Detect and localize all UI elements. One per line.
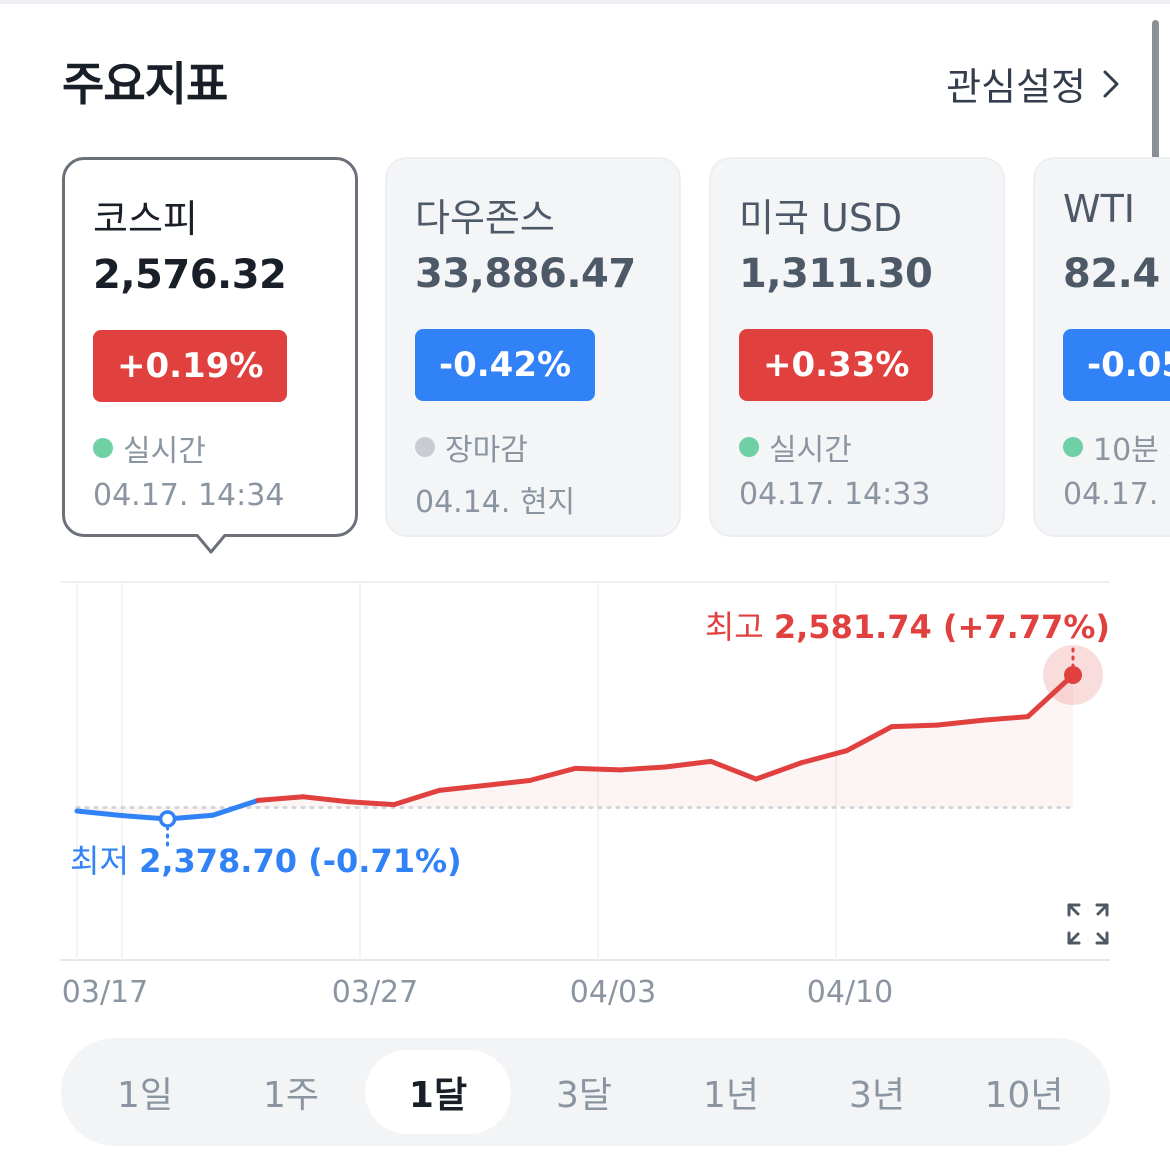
card-status-label: 장마감	[445, 433, 528, 468]
indicator-card-usd[interactable]: 미국 USD 1,311.30 +0.33% 실시간 04.17. 14:33	[709, 157, 1005, 537]
chevron-right-icon	[1103, 70, 1119, 97]
high-label: 최고 2,581.74 (+7.77%)	[705, 608, 1110, 646]
low-label-value: 2,378.70 (-0.71%)	[139, 842, 462, 880]
status-dot-icon	[415, 437, 435, 457]
scrollbar[interactable]	[1152, 20, 1159, 258]
chart-line-segment	[346, 799, 397, 808]
x-tick-label: 04/10	[807, 975, 893, 1010]
indicator-card-wti[interactable]: WTI 82.4 -0.05 10분 지 04.17. 00	[1033, 157, 1170, 537]
card-time: 04.17. 14:34	[93, 478, 285, 513]
card-change-badge: -0.42%	[415, 329, 596, 401]
chart-line-segment	[708, 758, 759, 782]
chart-line-segment	[844, 724, 895, 754]
status-dot-icon	[1063, 437, 1083, 457]
watchlist-settings-link[interactable]: 관심설정	[946, 56, 1122, 111]
chart-line-segment	[255, 794, 306, 803]
chart-area-fill	[77, 675, 1073, 819]
card-status: 실시간	[93, 426, 206, 470]
card-name: 미국 USD	[739, 196, 903, 240]
x-tick-label: 04/03	[570, 975, 656, 1010]
card-time: 04.17. 14:33	[739, 477, 931, 512]
period-tab-1d[interactable]: 1일	[116, 1075, 174, 1116]
period-tab-3m[interactable]: 3달	[555, 1075, 613, 1116]
chart-line-segment	[617, 764, 669, 773]
period-tab-10y[interactable]: 10년	[984, 1075, 1064, 1116]
top-divider	[0, 0, 1170, 4]
chart-line-segment	[527, 765, 578, 783]
x-tick-label: 03/17	[62, 975, 148, 1010]
period-selector: 1일 1주 1달 3달 1년 3년 10년	[61, 1038, 1110, 1146]
chart-line-segment	[753, 760, 804, 782]
chart-line-segment	[572, 765, 623, 773]
card-status-label: 실시간	[769, 433, 852, 468]
card-name: 다우존스	[415, 196, 555, 240]
card-status: 장마감	[415, 425, 528, 469]
chart-line-segment	[979, 714, 1031, 723]
low-point-marker	[158, 810, 177, 828]
card-time: 04.17. 00	[1063, 477, 1170, 512]
chart-line-segment	[391, 787, 442, 808]
expand-icon[interactable]	[1066, 902, 1110, 946]
card-status-label: 실시간	[123, 434, 206, 469]
chart-line-segment	[300, 794, 352, 805]
x-tick-label: 03/27	[332, 975, 418, 1010]
card-name: 코스피	[93, 197, 198, 241]
high-point-marker	[1064, 666, 1082, 684]
high-label-prefix: 최고	[705, 608, 774, 646]
card-value: 33,886.47	[415, 251, 636, 297]
card-name: WTI	[1063, 187, 1135, 231]
chart-canvas: 최고 2,581.74 (+7.77%) 최저 2,378.70 (-0.71%)…	[60, 581, 1110, 1010]
low-label-prefix: 최저	[70, 842, 139, 880]
indicator-card-kospi[interactable]: 코스피 2,576.32 +0.19% 실시간 04.17. 14:34	[62, 157, 358, 537]
status-dot-icon	[739, 437, 759, 457]
status-dot-icon	[93, 438, 113, 458]
chart-line-segment	[934, 717, 985, 728]
indicator-cards: 코스피 2,576.32 +0.19% 실시간 04.17. 14:34 다우존…	[62, 157, 1170, 557]
period-tab-1m[interactable]: 1달	[365, 1050, 511, 1134]
selected-card-pointer	[196, 534, 226, 554]
card-value: 1,311.30	[739, 251, 933, 297]
card-value: 82.4	[1063, 251, 1160, 297]
card-value: 2,576.32	[93, 252, 287, 298]
period-tab-1w[interactable]: 1주	[262, 1075, 320, 1116]
price-chart[interactable]: 최고 2,581.74 (+7.77%) 최저 2,378.70 (-0.71%)…	[0, 570, 1170, 1020]
period-tab-3y[interactable]: 3년	[848, 1075, 906, 1116]
indicator-header: 주요지표 관심설정	[62, 44, 1122, 114]
card-time: 04.14. 현지	[415, 485, 576, 520]
card-status-label: 10분 지	[1093, 433, 1170, 468]
card-change-badge: +0.33%	[739, 329, 934, 401]
low-label: 최저 2,378.70 (-0.71%)	[70, 842, 462, 880]
chart-line-segment	[798, 748, 850, 766]
chart-line-segment	[210, 797, 261, 818]
chart-line-segment	[481, 777, 533, 788]
chart-line-segment	[74, 808, 125, 819]
high-label-value: 2,581.74 (+7.77%)	[774, 608, 1110, 646]
card-change-badge: -0.05	[1063, 329, 1170, 401]
chart-line-segment	[663, 758, 714, 770]
indicator-card-dow[interactable]: 다우존스 33,886.47 -0.42% 장마감 04.14. 현지	[385, 157, 681, 537]
period-tab-1y[interactable]: 1년	[702, 1075, 760, 1116]
chart-line-segment	[889, 722, 940, 730]
chart-line-segment	[1025, 672, 1076, 720]
chart-line-segment	[436, 782, 487, 793]
card-status: 10분 지	[1063, 425, 1170, 469]
page-title: 주요지표	[62, 57, 228, 111]
watchlist-settings-label: 관심설정	[946, 65, 1086, 109]
card-change-badge: +0.19%	[93, 330, 288, 402]
card-status: 실시간	[739, 425, 852, 469]
